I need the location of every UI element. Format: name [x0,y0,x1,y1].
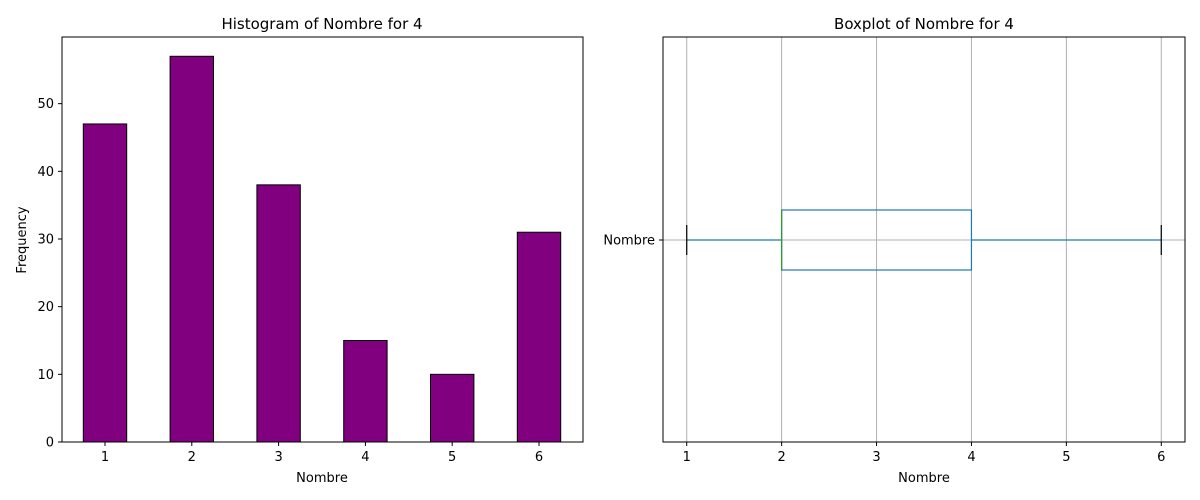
boxplot-y-ticks: Nombre [603,234,663,249]
histogram-x-tick-label: 5 [448,450,456,465]
histogram-x-tick-label: 3 [274,450,282,465]
histogram-y-tick-label: 30 [37,232,54,247]
histogram-bar-6 [516,231,562,443]
boxplot-x-tick-label: 4 [967,450,975,465]
histogram-y-tick-label: 0 [46,436,54,451]
boxplot-x-label: Nombre [898,471,950,486]
histogram-x-tick-label: 4 [361,450,369,465]
histogram-bar-2 [169,55,215,443]
histogram-y-tick-label: 20 [37,300,54,315]
histogram-bars [82,55,562,443]
histogram-x-tick-label: 2 [188,450,196,465]
histogram-x-label: Nombre [296,471,348,486]
boxplot-x-tick-label: 2 [777,450,785,465]
histogram-y-tick-label: 40 [37,165,54,180]
histogram-panel: Histogram of Nombre for 4 1 2 3 4 5 6 0 10 20 30… [15,15,584,486]
boxplot-marks [686,209,1162,271]
boxplot-x-tick-label: 3 [872,450,880,465]
histogram-bar-1 [82,123,128,443]
histogram-bar-3 [256,184,301,443]
boxplot-x-tick-label: 6 [1157,450,1165,465]
histogram-plot-frame [61,36,584,443]
histogram-y-ticks: 0 10 20 30 40 50 [37,97,62,451]
histogram-y-tick-label: 10 [37,368,54,383]
histogram-y-tick-label: 50 [37,97,54,112]
boxplot-plot-frame [662,36,1186,443]
histogram-y-label: Frequency [15,206,30,273]
boxplot-title: Boxplot of Nombre for 4 [834,15,1014,33]
boxplot-x-tick-label: 5 [1062,450,1070,465]
histogram-x-ticks: 1 2 3 4 5 6 [101,442,543,465]
histogram-title: Histogram of Nombre for 4 [221,15,422,33]
histogram-x-tick-label: 1 [101,450,109,465]
histogram-bar-4 [343,339,388,443]
histogram-bar-5 [430,373,475,443]
boxplot-y-tick-label: Nombre [603,234,655,249]
boxplot-panel: Boxplot of Nombre for 4 1 2 3 4 5 6 Nombre No… [603,15,1186,486]
boxplot-x-tick-label: 1 [683,450,691,465]
histogram-x-tick-label: 6 [535,450,543,465]
boxplot-x-ticks: 1 2 3 4 5 6 [683,442,1165,465]
